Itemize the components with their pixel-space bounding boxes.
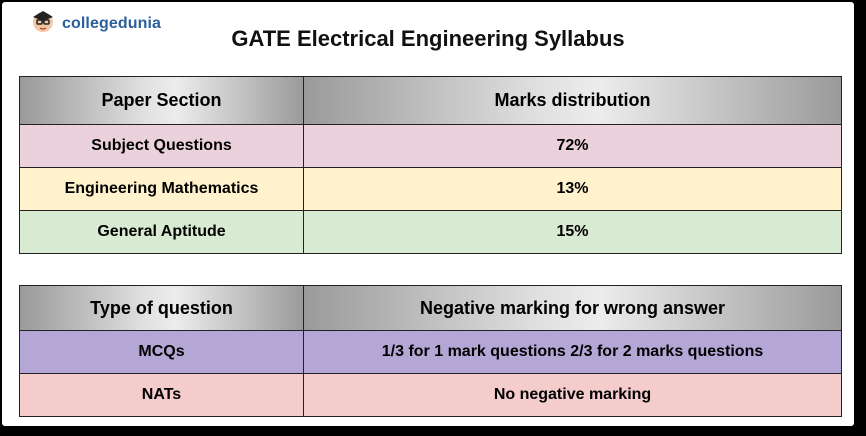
cell-marks: 15%	[303, 210, 842, 254]
table-header-row: Paper Section Marks distribution	[19, 76, 842, 125]
table-row: NATs No negative marking	[19, 373, 842, 417]
page-title: GATE Electrical Engineering Syllabus	[231, 26, 625, 51]
cell-marks: 72%	[303, 124, 842, 168]
table-row: General Aptitude 15%	[19, 210, 842, 254]
table-row: Subject Questions 72%	[19, 124, 842, 168]
header-marks-distribution: Marks distribution	[303, 76, 842, 125]
table-header-row: Type of question Negative marking for wr…	[19, 285, 842, 331]
cell-section: General Aptitude	[19, 210, 304, 254]
cell-section: Subject Questions	[19, 124, 304, 168]
cell-section: Engineering Mathematics	[19, 167, 304, 211]
table-row: Engineering Mathematics 13%	[19, 167, 842, 211]
brand-name: collegedunia	[62, 14, 161, 32]
header-question-type: Type of question	[19, 285, 304, 331]
negative-marking-table: Type of question Negative marking for wr…	[19, 285, 842, 417]
table-row: MCQs 1/3 for 1 mark questions 2/3 for 2 …	[19, 330, 842, 374]
student-mascot-icon	[30, 8, 56, 39]
cell-negative-marking: No negative marking	[303, 373, 842, 417]
cell-question-type: NATs	[19, 373, 304, 417]
cell-marks: 13%	[303, 167, 842, 211]
header-paper-section: Paper Section	[19, 76, 304, 125]
cell-question-type: MCQs	[19, 330, 304, 374]
cell-negative-marking: 1/3 for 1 mark questions 2/3 for 2 marks…	[303, 330, 842, 374]
brand-logo[interactable]: collegedunia	[30, 8, 161, 39]
marks-distribution-table: Paper Section Marks distribution Subject…	[19, 76, 842, 254]
header-negative-marking: Negative marking for wrong answer	[303, 285, 842, 331]
